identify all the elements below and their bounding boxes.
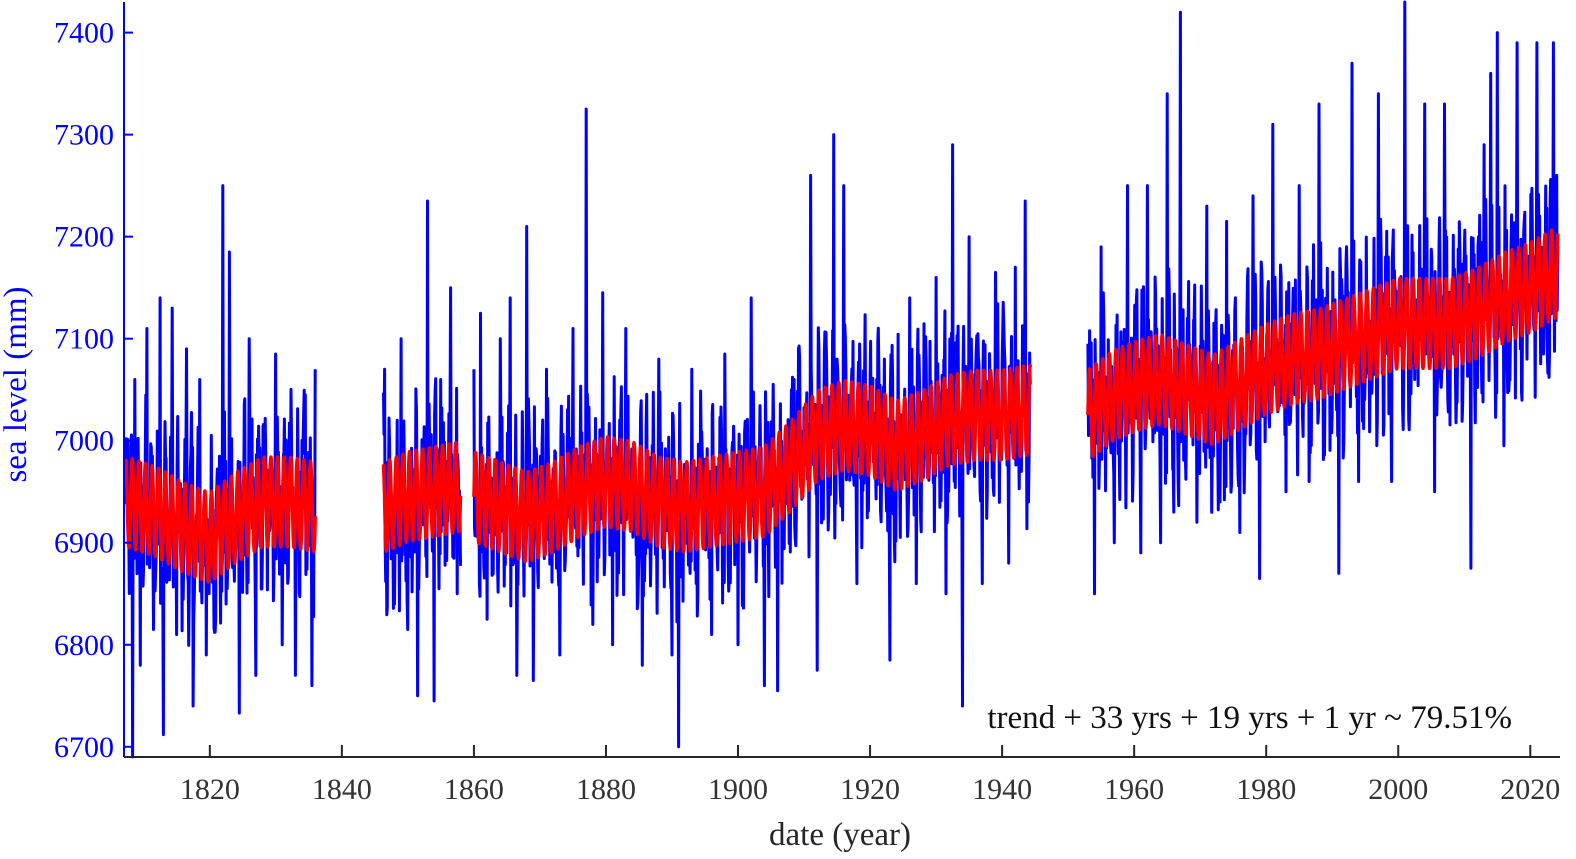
x-tick-label: 1940 <box>972 773 1032 806</box>
y-tick-label: 7100 <box>54 323 114 356</box>
model-series <box>124 228 1560 584</box>
x-tick-label: 1960 <box>1104 773 1164 806</box>
x-tick-label: 1900 <box>708 773 768 806</box>
model-line-segment <box>381 440 463 553</box>
x-axis-title: date (year) <box>769 817 911 853</box>
x-tick-label: 2000 <box>1368 773 1428 806</box>
x-tick-label: 1860 <box>444 773 504 806</box>
y-tick-label: 7000 <box>54 425 114 458</box>
x-tick-label: 2020 <box>1500 773 1560 806</box>
x-tick-label: 1820 <box>180 773 240 806</box>
annotation-text: trend + 33 yrs + 19 yrs + 1 yr ~ 79.51% <box>987 700 1512 736</box>
y-axis-ticks: 6700 6800 6900 7000 7100 7200 7300 7400 <box>54 17 133 764</box>
y-axis-title: sea level (mm) <box>0 286 34 482</box>
y-tick-label: 7200 <box>54 221 114 254</box>
x-tick-label: 1840 <box>312 773 372 806</box>
x-tick-label: 1920 <box>840 773 900 806</box>
y-tick-label: 6700 <box>54 731 114 764</box>
plot-area <box>124 0 1560 759</box>
model-line-segment <box>1086 228 1560 459</box>
model-line-segment <box>472 363 1033 564</box>
y-tick-label: 7400 <box>54 17 114 50</box>
y-tick-label: 6900 <box>54 527 114 560</box>
x-tick-label: 1880 <box>576 773 636 806</box>
y-tick-label: 7300 <box>54 119 114 152</box>
observed-line-segment <box>124 184 317 759</box>
model-line-segment <box>124 455 317 584</box>
y-tick-label: 6800 <box>54 629 114 662</box>
x-tick-label: 1980 <box>1236 773 1296 806</box>
x-axis-ticks: 1820 1840 1860 1880 1900 1920 1940 1960 1980 2000… <box>180 745 1560 806</box>
